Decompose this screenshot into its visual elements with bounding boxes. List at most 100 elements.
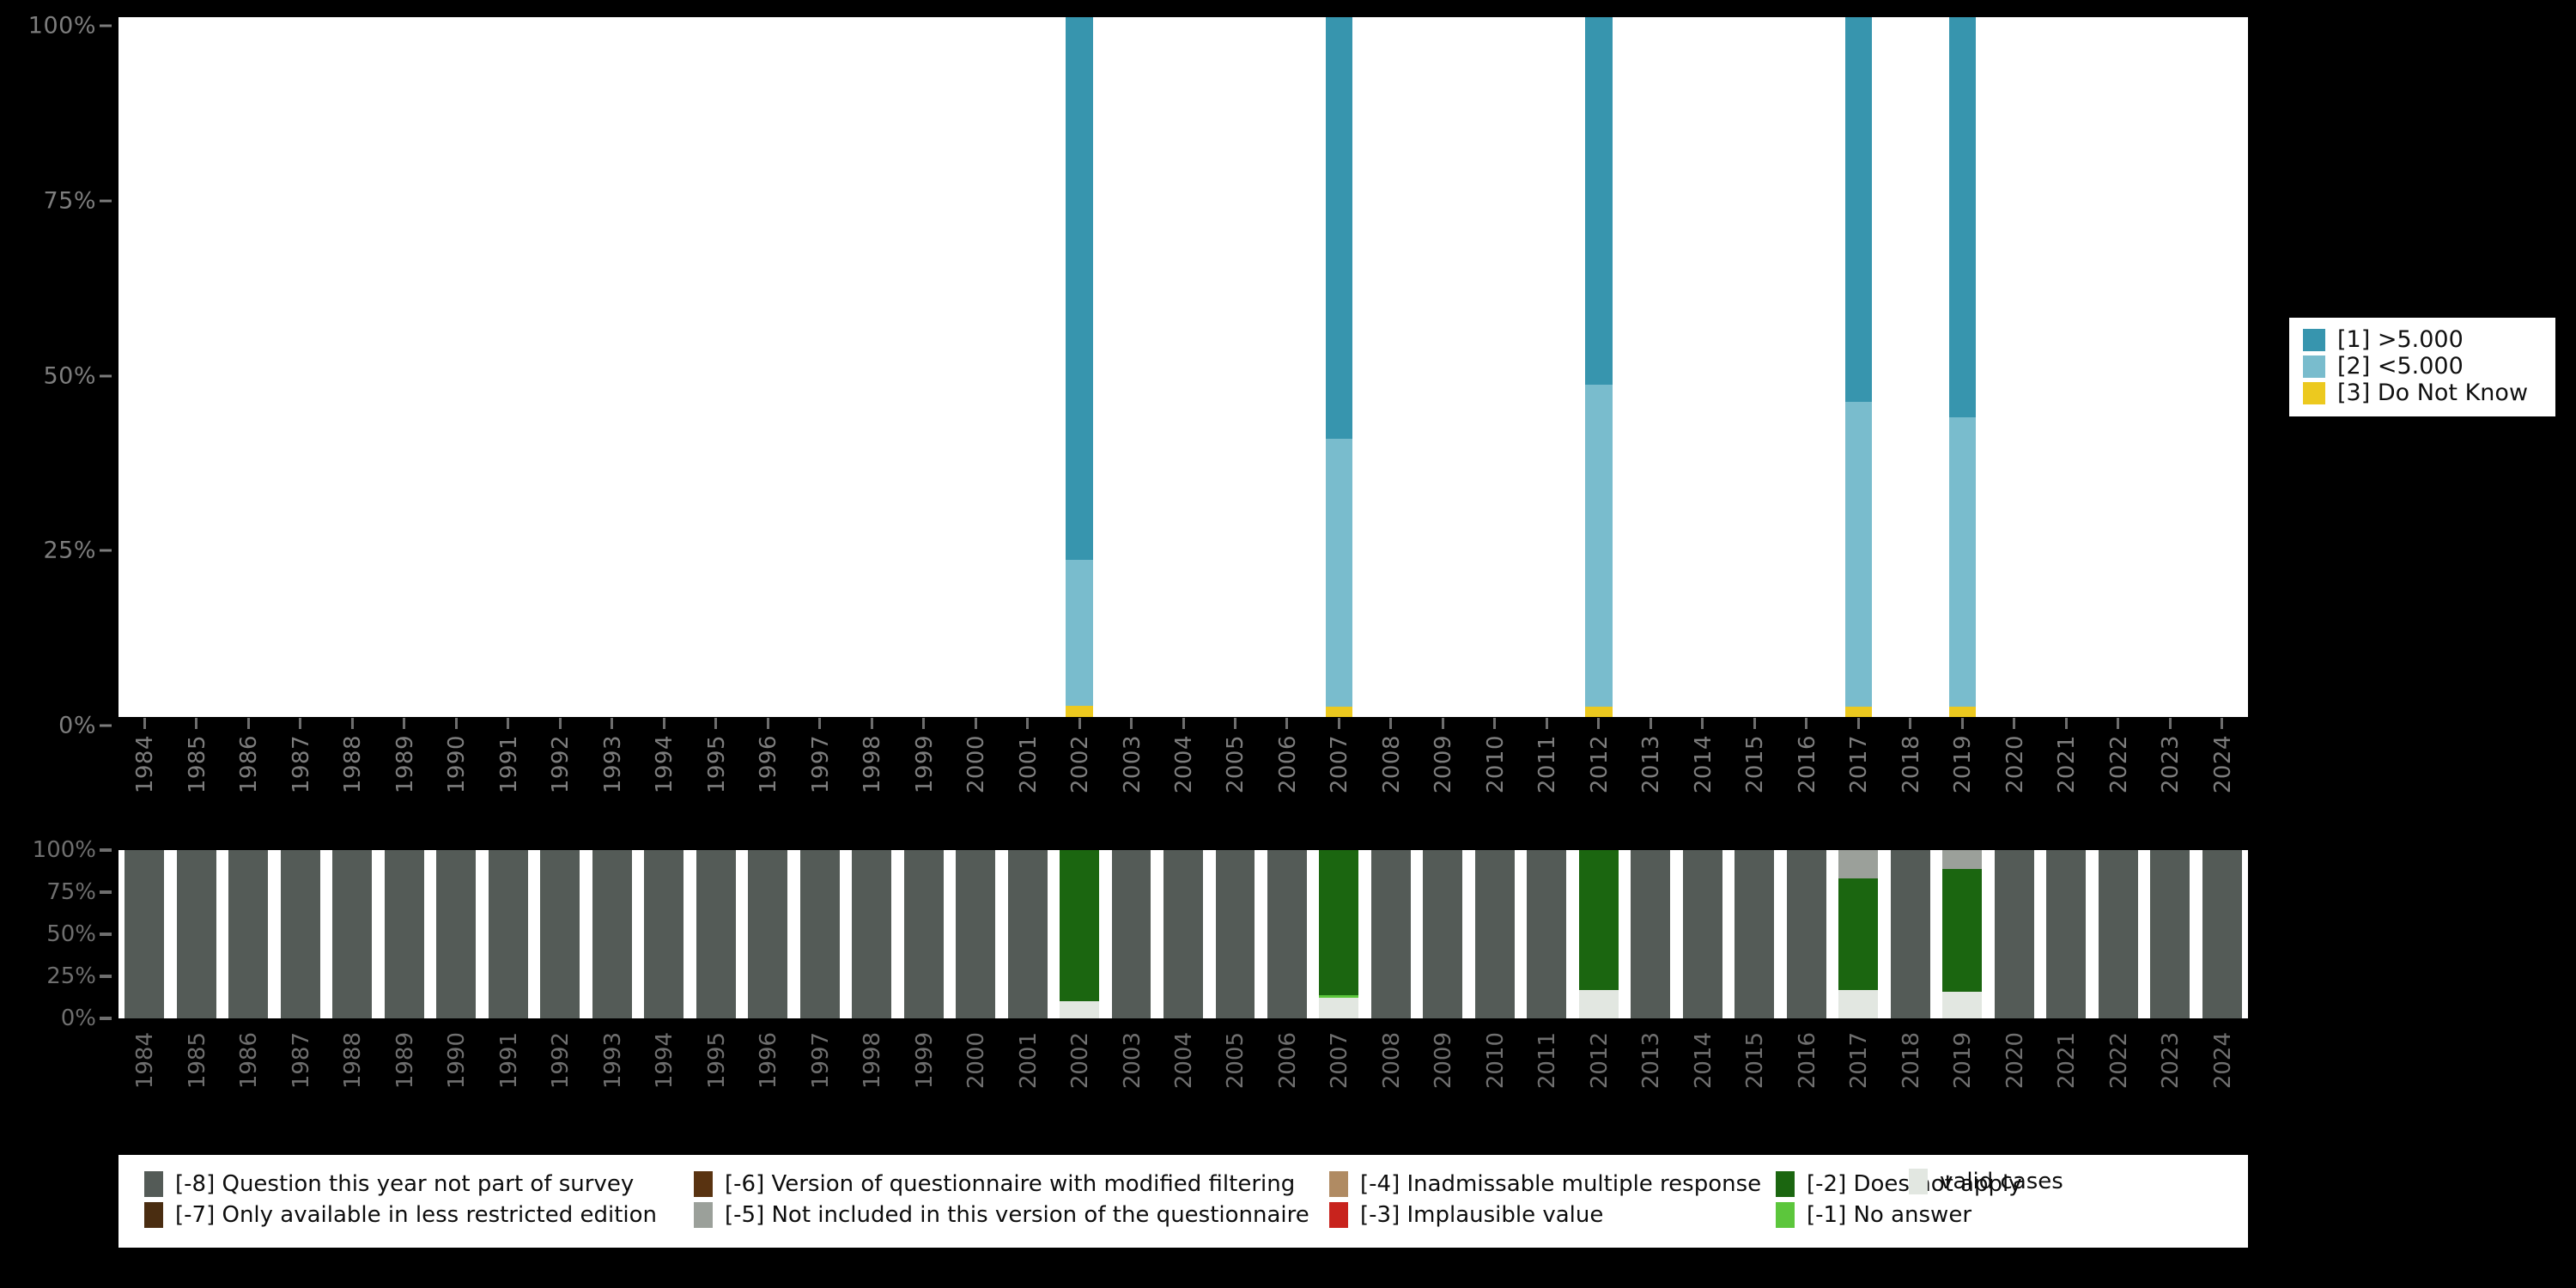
lower-bar-1999[interactable] [903,850,944,1018]
main-bar-2002[interactable] [1066,17,1093,717]
main-x-tick-label-1996: 1996 [756,735,782,794]
lower-bar-1994[interactable] [644,850,684,1018]
main-y-tick-label: 0% [58,712,96,739]
lower-bar-2005[interactable] [1215,850,1255,1018]
bottom-legend-item[interactable]: [-3] Implausible value [1329,1202,1776,1228]
lower-bar-2000[interactable] [956,850,996,1018]
lower-bar-1986[interactable] [228,850,269,1018]
lower-x-tick-label-2018: 2018 [1898,1032,1924,1090]
lower-bar-1996[interactable] [748,850,788,1018]
lower-bar-2022[interactable] [2098,850,2138,1018]
lower-bar-2008[interactable] [1370,850,1411,1018]
lower-x-tick-label-2014: 2014 [1690,1032,1716,1090]
lower-x-tick-label-1990: 1990 [444,1032,471,1090]
bottom-legend-item[interactable]: valid cases [1909,1169,2063,1194]
main-x-tick-label-2003: 2003 [1119,735,1145,794]
lower-bar-2007[interactable] [1319,850,1359,1018]
series-legend-item[interactable]: [2] <5.000 [2303,353,2545,380]
bottom-legend-item[interactable]: [-4] Inadmissable multiple response [1329,1171,1776,1197]
lower-bar-2001[interactable] [1007,850,1048,1018]
main-x-tick-mark [2117,718,2120,729]
lower-x-tick-label-1987: 1987 [288,1032,314,1090]
series-legend-label: [1] >5.000 [2337,326,2464,353]
lower-bar-1984[interactable] [125,850,165,1018]
lower-bar-segment [799,850,840,1018]
lower-x-tick-label-2011: 2011 [1534,1032,1561,1090]
lower-bar-segment [125,850,165,1018]
lower-bar-1993[interactable] [592,850,632,1018]
lower-bar-2024[interactable] [2202,850,2242,1018]
lower-bar-2017[interactable] [1838,850,1879,1018]
lower-bar-2014[interactable] [1682,850,1722,1018]
main-bar-2017[interactable] [1844,17,1873,717]
lower-bar-2013[interactable] [1631,850,1671,1018]
bottom-legend-label: [-6] Version of questionnaire with modif… [725,1171,1296,1197]
lower-bar-segment [1786,850,1826,1018]
bottom-legend-item[interactable]: [-5] Not included in this version of the… [694,1202,1329,1228]
main-x-tick-mark [299,718,302,729]
main-bar-segment [1948,706,1977,717]
main-y-tick-mark [100,374,112,377]
lower-bar-2004[interactable] [1163,850,1203,1018]
lower-bar-2002[interactable] [1060,850,1099,1018]
lower-bar-2010[interactable] [1474,850,1515,1018]
lower-bar-1991[interactable] [488,850,528,1018]
lower-y-tick-mark [100,975,112,978]
lower-bar-1995[interactable] [696,850,736,1018]
lower-bar-segment [1370,850,1411,1018]
main-x-tick-mark [195,718,198,729]
lower-bar-1990[interactable] [436,850,477,1018]
main-x-tick-label-1985: 1985 [184,735,210,794]
lower-bar-2020[interactable] [1994,850,2034,1018]
bottom-legend-item[interactable]: [-8] Question this year not part of surv… [144,1171,694,1197]
main-x-tick-mark [766,718,769,729]
main-x-tick-label-2000: 2000 [963,735,990,794]
main-x-tick-label-2006: 2006 [1274,735,1301,794]
main-x-tick-label-2022: 2022 [2105,735,2132,794]
lower-bar-1998[interactable] [852,850,892,1018]
lower-bar-2009[interactable] [1423,850,1463,1018]
main-x-tick-mark [1856,718,1860,729]
main-x-tick-mark [1545,718,1548,729]
lower-bar-2012[interactable] [1578,850,1619,1018]
lower-bar-2011[interactable] [1527,850,1567,1018]
bottom-legend-item[interactable]: [-7] Only available in less restricted e… [144,1202,694,1228]
bottom-legend-label: [-4] Inadmissable multiple response [1360,1171,1762,1197]
main-bar-segment [1325,17,1353,440]
lower-bar-2023[interactable] [2150,850,2190,1018]
main-x-tick-mark [1805,718,1808,729]
main-x-tick-mark [922,718,926,729]
lower-bar-segment [592,850,632,1018]
lower-bar-2021[interactable] [2046,850,2087,1018]
main-x-tick-label-2005: 2005 [1223,735,1249,794]
main-bar-2012[interactable] [1585,17,1613,717]
lower-bar-2018[interactable] [1890,850,1930,1018]
bottom-legend-item[interactable]: [-6] Version of questionnaire with modif… [694,1171,1329,1197]
lower-bar-1988[interactable] [332,850,373,1018]
lower-bar-1985[interactable] [176,850,216,1018]
lower-bar-1987[interactable] [280,850,320,1018]
bottom-legend-label: [-3] Implausible value [1360,1202,1604,1228]
series-legend-item[interactable]: [3] Do Not Know [2303,380,2545,406]
lower-bar-2016[interactable] [1786,850,1826,1018]
lower-bar-1997[interactable] [799,850,840,1018]
legend-swatch-icon [2303,381,2325,404]
lower-bar-2019[interactable] [1942,850,1983,1018]
lower-bar-2006[interactable] [1267,850,1307,1018]
main-x-tick-mark [662,718,665,729]
lower-bar-2015[interactable] [1735,850,1775,1018]
bottom-legend-item[interactable]: [-1] No answer [1776,1202,2128,1228]
lower-x-tick-label-2007: 2007 [1327,1032,1353,1090]
main-bar-2007[interactable] [1325,17,1353,717]
lower-bar-segment [1319,997,1359,1018]
main-x-tick-mark [611,718,614,729]
bottom-legend-label: [-8] Question this year not part of surv… [175,1171,635,1197]
main-bar-2019[interactable] [1948,17,1977,717]
lower-bar-1989[interactable] [384,850,424,1018]
series-legend-item[interactable]: [1] >5.000 [2303,326,2545,353]
lower-bar-segment [1060,850,1099,1002]
main-bars-layer [118,17,2248,717]
lower-bar-2003[interactable] [1111,850,1151,1018]
lower-bar-1992[interactable] [540,850,580,1018]
legend-swatch-icon [2303,328,2325,351]
